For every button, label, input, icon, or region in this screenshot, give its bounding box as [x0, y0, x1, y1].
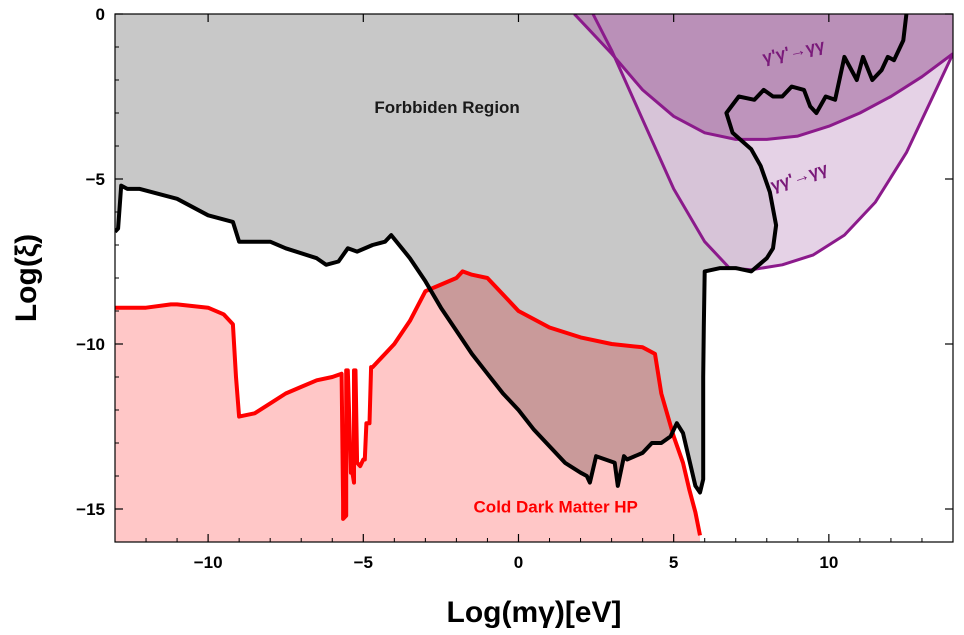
x-tick-label: 5	[669, 553, 678, 572]
x-tick-label: 10	[819, 553, 838, 572]
gamma-gammaprime-line	[591, 14, 953, 272]
cdm-boundary-line	[115, 269, 702, 536]
y-tick-label: −10	[76, 335, 105, 354]
x-tick-label: −5	[354, 553, 373, 572]
gammaprime-gammaprime-line	[573, 14, 953, 141]
x-axis-label: Log(mγ)[eV]	[447, 596, 622, 629]
y-tick-label: 0	[96, 5, 105, 24]
plot-area	[115, 14, 953, 542]
y-axis-label: Log(ξ)	[10, 234, 43, 322]
region-annotation: Cold Dark Matter HP	[474, 497, 638, 516]
x-tick-label: 0	[514, 553, 523, 572]
x-tick-label: −10	[194, 553, 223, 572]
axes: −10 −5 0 5 10 0 −5 −10 −15	[76, 5, 954, 572]
y-tick-label: −15	[76, 500, 105, 519]
gammaprime-gammaprime-fill	[574, 14, 953, 140]
forbidden-boundary-line	[115, 14, 909, 495]
y-tick-label: −5	[86, 170, 105, 189]
region-annotation: Forbbiden Region	[374, 98, 519, 117]
